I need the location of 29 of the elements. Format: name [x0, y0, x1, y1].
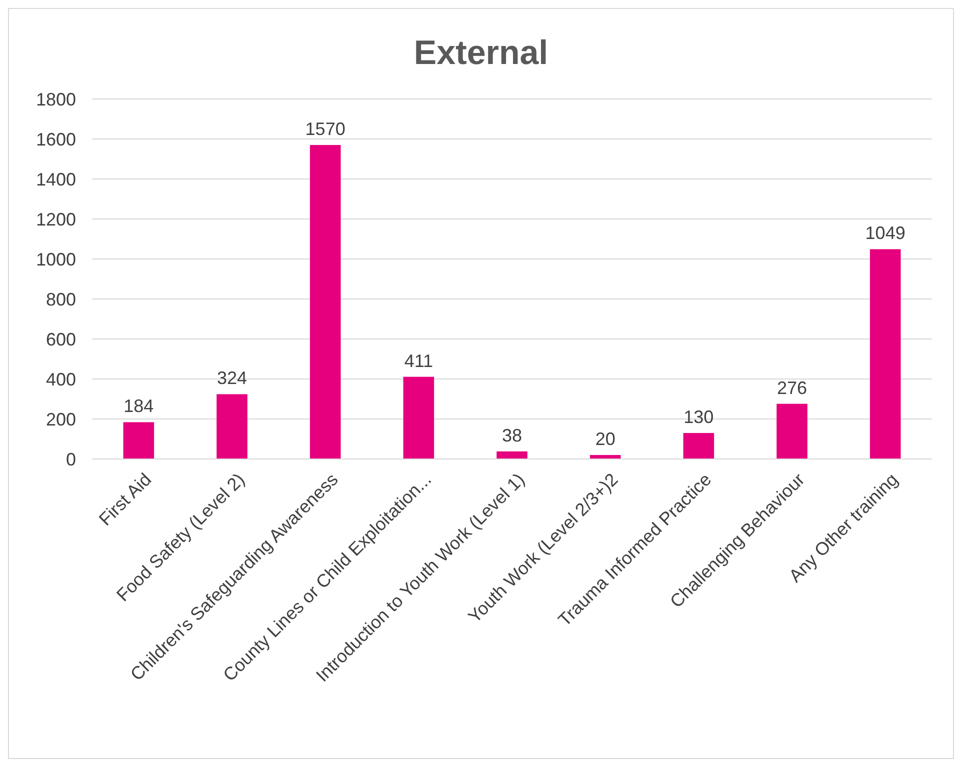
- y-tick-label: 1800: [36, 89, 76, 110]
- data-label: 276: [776, 378, 808, 398]
- y-tick-label: 200: [46, 409, 76, 430]
- data-label: 1570: [305, 119, 346, 139]
- bar: [216, 394, 248, 459]
- data-label: 1049: [865, 223, 906, 244]
- y-tick-label: 1600: [36, 129, 76, 150]
- bar: [403, 376, 434, 459]
- y-tick-label: 0: [66, 449, 76, 470]
- y-tick-label: 1200: [36, 209, 76, 230]
- data-label: 324: [216, 368, 248, 388]
- bar: [776, 404, 808, 459]
- y-tick-label: 1000: [36, 249, 76, 270]
- data-label: 184: [124, 396, 154, 416]
- bar: [683, 433, 714, 459]
- data-label: 411: [404, 350, 434, 371]
- y-tick-label: 800: [46, 289, 76, 310]
- data-label: 38: [502, 425, 522, 446]
- y-tick-label: 600: [46, 329, 76, 350]
- bar: [310, 145, 341, 459]
- data-label: 20: [595, 429, 616, 449]
- x-tick-label: First Aid: [95, 469, 156, 530]
- chart-title: External: [414, 34, 548, 72]
- bar: [870, 249, 901, 459]
- data-label: 130: [684, 407, 714, 427]
- y-tick-label: 1400: [36, 169, 76, 190]
- bar: [496, 451, 528, 459]
- y-tick-label: 400: [46, 369, 76, 390]
- bar: [123, 422, 154, 459]
